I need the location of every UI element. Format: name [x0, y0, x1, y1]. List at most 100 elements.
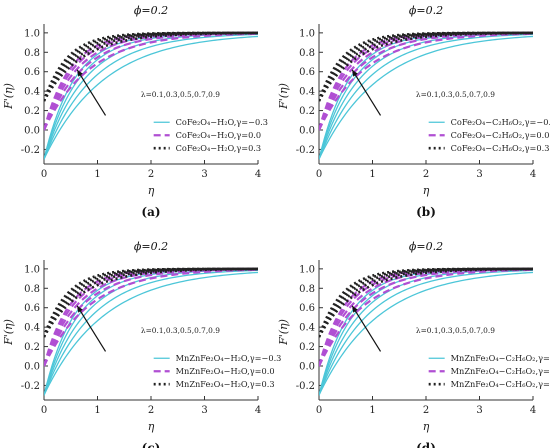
lambda-annotation: λ=0.1,0.3,0.5,0.7,0.9 [141, 326, 220, 335]
panel-caption: (a) [141, 205, 160, 219]
arrow-head [77, 305, 83, 313]
x-tick-label: 4 [530, 169, 536, 180]
x-tick-label: 1 [369, 169, 375, 180]
series-0-curve-lambda-1 [44, 269, 258, 396]
series-2-curve-lambda-4 [44, 31, 258, 102]
y-tick-label: 0.0 [299, 126, 315, 137]
x-tick-label: 0 [316, 405, 322, 416]
x-tick-label: 0 [316, 169, 322, 180]
series-1-curve-lambda-0 [319, 32, 533, 131]
series-0-curve-lambda-0 [319, 35, 533, 160]
lambda-annotation: λ=0.1,0.3,0.5,0.7,0.9 [416, 90, 495, 99]
series-0-curve-lambda-0 [319, 271, 533, 396]
y-tick-label: -0.2 [296, 145, 315, 156]
y-tick-label: -0.2 [296, 381, 315, 392]
panel-d: ϕ=0.2 0 1 2 3 4 -0.2 0.0 0.2 0.4 0.6 0.8 1.0 η F'(η) λ=… [277, 240, 550, 448]
y-tick-label: 0.8 [24, 48, 40, 59]
panel-caption: (d) [416, 441, 436, 448]
x-tick-label: 2 [148, 405, 154, 416]
panel-c: ϕ=0.2 0 1 2 3 4 -0.2 0.0 0.2 0.4 0.6 0.8 1.0 η F'(η) λ=… [2, 240, 281, 448]
panel-title: ϕ=0.2 [409, 240, 443, 253]
arrow-annotation [76, 69, 107, 116]
y-tick-label: 0.2 [299, 342, 315, 353]
legend-label-1: CoFe₂O₄−H₂O,γ=0.0 [176, 130, 261, 140]
x-tick-label: 2 [423, 405, 429, 416]
series-0-curve-lambda-0 [44, 271, 258, 396]
y-tick-label: 0.2 [299, 106, 315, 117]
plot-area [44, 267, 258, 396]
y-tick-label: 0.4 [299, 323, 315, 334]
x-tick-label: 4 [255, 405, 261, 416]
x-tick-label: 2 [423, 169, 429, 180]
legend-label-0: CoFe₂O₄−H₂O,γ=−0.3 [176, 117, 268, 127]
lambda-annotation: λ=0.1,0.3,0.5,0.7,0.9 [416, 326, 495, 335]
x-axis-label: η [148, 420, 155, 433]
x-tick-label: 1 [369, 405, 375, 416]
y-tick-label: 0.6 [299, 67, 315, 78]
y-tick-label: 0.8 [299, 48, 315, 59]
x-axis-label: η [148, 184, 155, 197]
legend-label-2: CoFe₂O₄−C₂H₆O₂,γ=0.3 [451, 143, 550, 153]
x-tick-label: 4 [255, 169, 261, 180]
series-2-curve-lambda-4 [44, 267, 258, 338]
x-tick-label: 3 [476, 169, 482, 180]
series-2-curve-lambda-0 [44, 267, 258, 338]
legend-label-0: MnZnFe₂O₄−C₂H₆O₂,γ=−0.3 [451, 353, 550, 363]
panel-caption: (c) [142, 441, 161, 448]
y-tick-label: 0.2 [24, 106, 40, 117]
y-tick-label: -0.2 [21, 145, 40, 156]
legend-label-2: MnZnFe₂O₄−C₂H₆O₂,γ=0.3 [451, 379, 550, 389]
arrow-head [352, 69, 358, 77]
y-tick-label: 0.6 [299, 303, 315, 314]
plot-area [44, 31, 258, 160]
y-axis-label: F'(η) [2, 83, 15, 110]
series-2-curve-lambda-0 [319, 31, 533, 102]
y-axis-label: F'(η) [2, 319, 15, 346]
legend-label-0: MnZnFe₂O₄−H₂O,γ=−0.3 [176, 353, 282, 363]
series-2-curve-lambda-0 [44, 31, 258, 102]
panel-b: ϕ=0.2 0 1 2 3 4 -0.2 0.0 0.2 0.4 0.6 0.8 1.0 η F'(η) λ=… [277, 4, 550, 219]
plot-area [319, 267, 533, 396]
panel-a: ϕ=0.2 0 1 2 3 4 -0.2 0.0 0.2 0.4 0.6 0.8 1.0 η F'(η) λ=… [2, 4, 268, 219]
arrow-annotation [351, 305, 382, 352]
lambda-annotation: λ=0.1,0.3,0.5,0.7,0.9 [141, 90, 220, 99]
series-2-curve-lambda-4 [319, 31, 533, 102]
panel-caption: (b) [416, 205, 436, 219]
legend-label-1: CoFe₂O₄−C₂H₆O₂,γ=0.0 [451, 130, 550, 140]
x-tick-label: 1 [94, 405, 100, 416]
y-tick-label: 0.4 [24, 323, 40, 334]
x-tick-label: 3 [201, 405, 207, 416]
y-tick-label: 0.0 [24, 362, 40, 373]
arrow-annotation [351, 69, 382, 116]
series-1-curve-lambda-0 [44, 268, 258, 367]
x-axis-label: η [423, 420, 430, 433]
x-tick-label: 3 [201, 169, 207, 180]
arrow-head [352, 305, 358, 313]
y-tick-label: 0.2 [24, 342, 40, 353]
series-0-curve-lambda-1 [44, 33, 258, 160]
y-axis-label: F'(η) [277, 319, 290, 346]
y-tick-label: 0.0 [24, 126, 40, 137]
arrow-head [77, 69, 83, 77]
x-tick-label: 3 [476, 405, 482, 416]
y-tick-label: 0.4 [24, 87, 40, 98]
y-tick-label: 0.8 [24, 284, 40, 295]
legend-label-1: MnZnFe₂O₄−H₂O,γ=0.0 [176, 366, 275, 376]
arrow-annotation [76, 305, 107, 352]
x-tick-label: 4 [530, 405, 536, 416]
legend-label-0: CoFe₂O₄−C₂H₆O₂,γ=−0.3 [451, 117, 550, 127]
series-0-curve-lambda-1 [319, 269, 533, 396]
panel-title: ϕ=0.2 [134, 240, 168, 253]
y-axis-label: F'(η) [277, 83, 290, 110]
y-tick-label: 0.4 [299, 87, 315, 98]
y-tick-label: -0.2 [21, 381, 40, 392]
series-0-curve-lambda-1 [319, 33, 533, 160]
y-tick-label: 1.0 [299, 264, 315, 275]
legend-label-2: MnZnFe₂O₄−H₂O,γ=0.3 [176, 379, 275, 389]
series-1-curve-lambda-0 [44, 32, 258, 131]
series-2-curve-lambda-4 [319, 267, 533, 338]
y-tick-label: 0.6 [24, 67, 40, 78]
series-0-curve-lambda-0 [44, 35, 258, 160]
x-tick-label: 2 [148, 169, 154, 180]
